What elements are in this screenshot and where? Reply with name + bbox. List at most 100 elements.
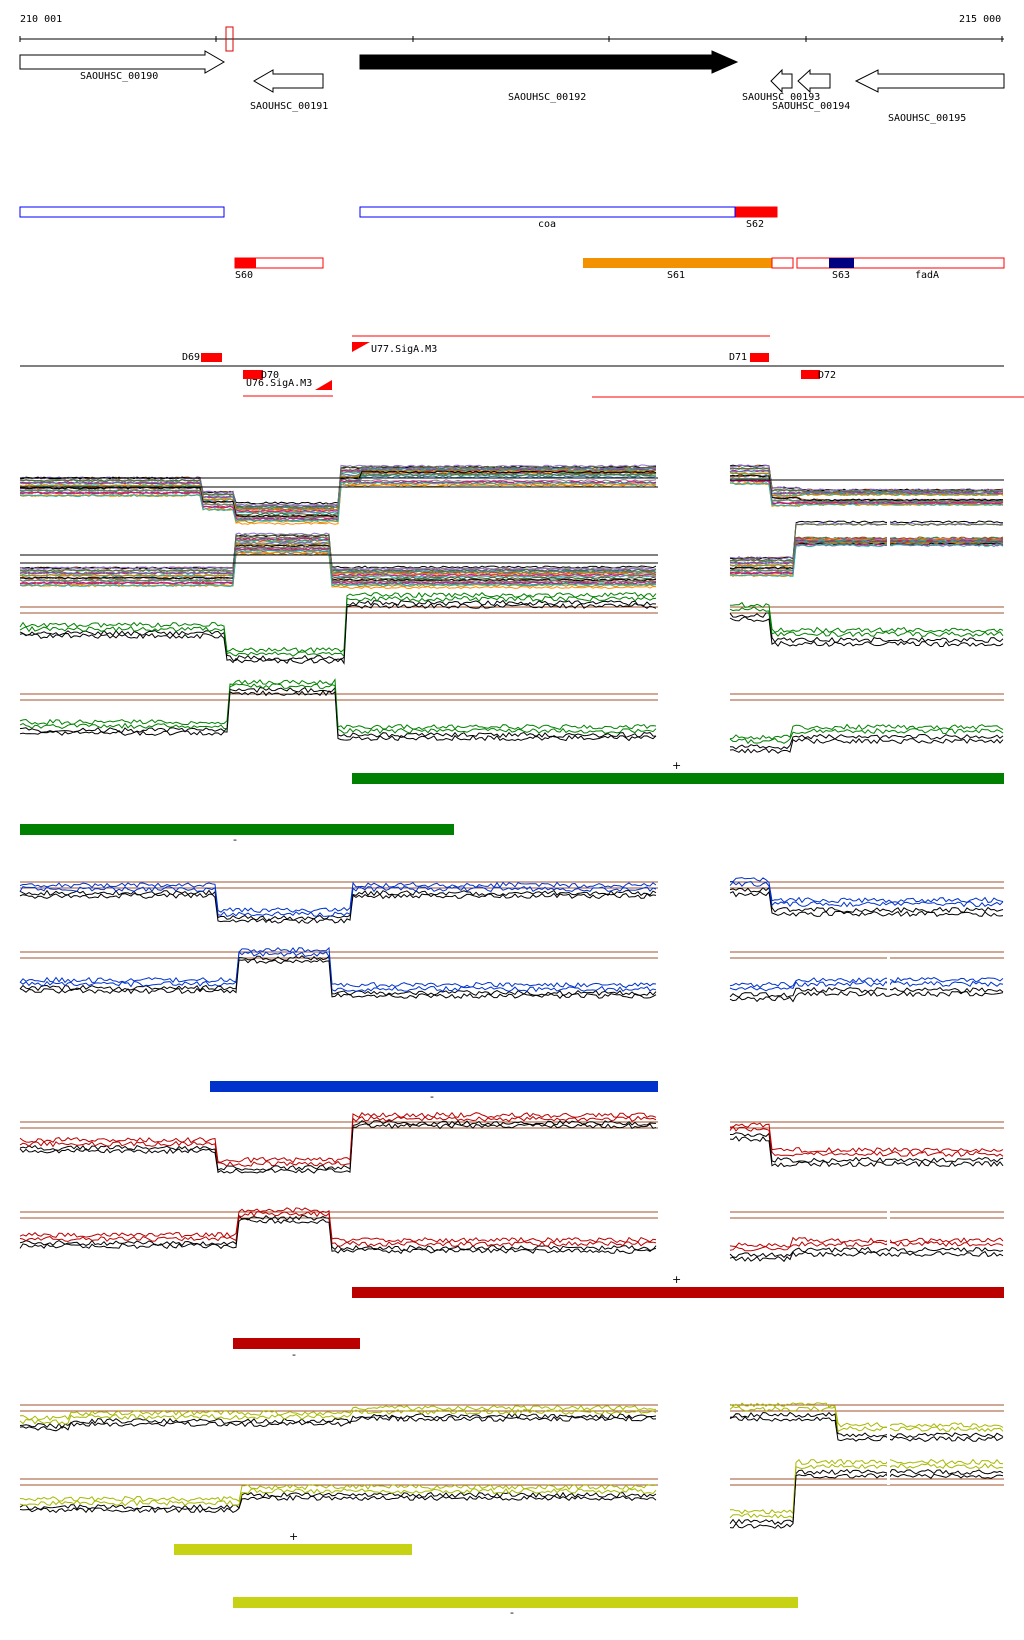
control-trace: [19, 1119, 657, 1172]
control-trace: [19, 889, 657, 922]
panel1b-trace: [19, 533, 657, 573]
expression-plots: [19, 464, 1004, 1529]
condition-trace: [19, 1211, 657, 1248]
feature-u77[interactable]: [352, 342, 370, 352]
condition-right-trace: [729, 976, 1004, 989]
segment-label-s63: S63: [832, 270, 851, 281]
feature-d71[interactable]: [750, 353, 769, 362]
track-gap: [887, 520, 890, 585]
red-plus-symbol: +: [672, 1273, 682, 1286]
control-trace: [19, 958, 657, 999]
segment-label-s61: S61: [667, 270, 686, 281]
gene-arrow-00193[interactable]: [770, 68, 793, 94]
condition-trace: [19, 881, 657, 913]
segment-s60: [235, 258, 256, 268]
control-right-trace: [729, 886, 1004, 914]
control-right-trace: [729, 890, 1004, 917]
condition-right-trace: [729, 1240, 1004, 1252]
segment-blue-1[interactable]: [19, 206, 225, 218]
gene-label-00194: SAOUHSC_00194: [772, 101, 851, 112]
gene-arrow-00190[interactable]: [19, 50, 225, 74]
panel1-right-trace: [729, 474, 1004, 502]
track-gap: [887, 955, 890, 995]
red-minus-bar[interactable]: [233, 1338, 360, 1349]
control-right-trace: [729, 1132, 1004, 1164]
gene-arrow-00191[interactable]: [253, 69, 324, 93]
segment-s61[interactable]: [583, 258, 772, 268]
gene-arrow-00192[interactable]: [359, 50, 739, 74]
green-minus-bar[interactable]: [20, 824, 454, 835]
segment-s62[interactable]: [735, 206, 778, 218]
feature-u76[interactable]: [315, 380, 332, 390]
control-trace: [19, 1494, 657, 1514]
condition-right-trace: [729, 881, 1004, 908]
panel1b-trace: [19, 532, 657, 571]
yellow-plus-symbol: +: [289, 1530, 299, 1543]
red-minus-symbol: -: [292, 1348, 296, 1361]
condition-trace: [19, 1115, 657, 1167]
gene-arrow-00195[interactable]: [854, 69, 1005, 93]
ruler-start-label: 210 001: [20, 14, 63, 25]
green-plus-bar[interactable]: [352, 773, 1004, 784]
condition-right-trace: [729, 1462, 1004, 1520]
condition-trace: [19, 591, 657, 654]
panel1b-trace: [19, 534, 657, 570]
control-right-trace: [729, 737, 1004, 754]
feature-track: [20, 335, 1024, 398]
segment-s63[interactable]: [829, 258, 854, 268]
control-right-trace: [729, 1250, 1004, 1263]
control-right-trace: [729, 612, 1004, 644]
condition-right-trace: [729, 980, 1004, 992]
condition-trace: [19, 1483, 657, 1503]
control-trace: [19, 599, 657, 662]
control-trace: [19, 1122, 657, 1174]
condition-right-trace: [730, 1458, 1004, 1515]
yellow-plus-bar[interactable]: [174, 1544, 412, 1555]
panel1b-right-trace: [729, 538, 1004, 562]
control-right-trace: [729, 1411, 1004, 1439]
condition-trace: [19, 1207, 657, 1244]
track-gap: [887, 1420, 890, 1485]
panel1b-right-trace: [729, 522, 1004, 563]
condition-trace: [19, 951, 657, 993]
control-trace: [19, 1218, 657, 1255]
feature-label-d70: D70: [261, 370, 280, 381]
gene-track: [19, 50, 1005, 94]
yellow-minus-symbol: -: [510, 1606, 514, 1619]
panel1b-trace: [19, 545, 657, 584]
blue-minus-bar[interactable]: [210, 1081, 658, 1092]
control-trace: [19, 955, 657, 997]
feature-d72[interactable]: [801, 370, 820, 379]
segment-label-coa: coa: [538, 219, 557, 230]
control-right-trace: [729, 1416, 1004, 1442]
panel1-right-trace: [730, 479, 1003, 505]
feature-label-u77: U77.SigA.M3: [371, 344, 438, 355]
green-plus-symbol: +: [672, 759, 682, 772]
condition-right-trace: [729, 1406, 1004, 1432]
condition-trace: [19, 946, 657, 989]
condition-bars: [20, 773, 1004, 1608]
feature-label-u76: U76.SigA.M3: [246, 378, 313, 389]
gene-arrow-00194[interactable]: [797, 68, 831, 94]
panel1-right-trace: [729, 472, 1003, 497]
control-trace: [19, 602, 657, 665]
red-plus-bar[interactable]: [352, 1287, 1004, 1298]
panel1b-trace: [19, 548, 657, 588]
segment-fadA[interactable]: [796, 257, 1005, 269]
segment-coa[interactable]: [359, 206, 736, 218]
condition-right-trace: [729, 723, 1004, 740]
panel1b-trace: [19, 537, 657, 577]
feature-d70[interactable]: [243, 370, 263, 379]
segment-label-fadA: fadA: [915, 270, 940, 281]
position-marker[interactable]: [225, 26, 234, 52]
panel1b-right-trace: [729, 520, 1003, 560]
feature-d69[interactable]: [201, 353, 222, 362]
yellow-minus-bar[interactable]: [233, 1597, 798, 1608]
control-right-trace: [729, 1473, 1004, 1529]
panel1b-trace: [19, 546, 657, 580]
control-right-trace: [729, 616, 1004, 647]
ruler-end-label: 215 000: [959, 14, 1002, 25]
panel1-right-trace: [729, 467, 1004, 494]
panel1b-trace: [19, 541, 657, 575]
gene-label-00195: SAOUHSC_00195: [888, 113, 967, 124]
